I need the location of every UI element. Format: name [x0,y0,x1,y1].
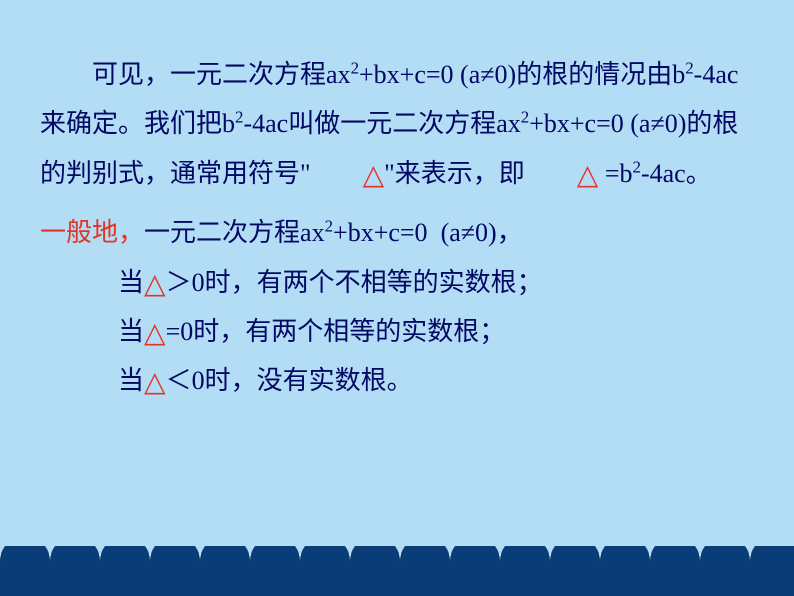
text: ＞0时，有两个不相等的实数根； [166,268,543,297]
text: 。 [686,159,712,188]
case-3: 当△＜0时，没有实数根。 [40,356,754,405]
lead-text: 一般地， [40,218,144,247]
triangle-icon: △ [144,271,166,299]
condition: (a≠0) [630,109,686,138]
text: 的根的情况由 [516,60,672,89]
triangle-icon: △ [525,162,599,190]
triangle-icon: △ [144,320,166,348]
case-2: 当△=0时，有两个相等的实数根； [40,307,754,356]
general-line: 一般地，一元二次方程ax2+bx+c=0 (a≠0)， [40,208,754,257]
text: 可见，一元二次方程 [92,60,326,89]
paragraph-2: 一般地，一元二次方程ax2+bx+c=0 (a≠0)， 当△＞0时，有两个不相等… [40,208,754,406]
equation: ax2+bx+c=0 [300,218,441,247]
equation: ax2+bx+c=0 [496,109,630,138]
text: =0时，有两个相等的实数根； [166,317,506,346]
triangle-icon: △ [144,369,166,397]
equation: ax2+bx+c=0 [326,60,460,89]
text: "来表示，即 [384,159,525,188]
text: 来确定。我们把 [40,109,222,138]
condition: (a≠0) [441,218,497,247]
text: 一元二次方程 [144,218,300,247]
discriminant: b2-4ac [672,60,738,89]
paragraph-1: 可见，一元二次方程ax2+bx+c=0 (a≠0)的根的情况由b2-4ac来确定… [40,50,754,198]
text: 叫做一元二次方程 [288,109,496,138]
delta-def: =b2-4ac [605,159,686,188]
text: 当 [118,317,144,346]
discriminant: b2-4ac [222,109,288,138]
wave-decoration [0,536,794,596]
case-1: 当△＞0时，有两个不相等的实数根； [40,258,754,307]
condition: (a≠0) [460,60,516,89]
slide-content: 可见，一元二次方程ax2+bx+c=0 (a≠0)的根的情况由b2-4ac来确定… [0,0,794,406]
triangle-icon: △ [311,162,385,190]
text: ＜0时，没有实数根。 [166,366,413,395]
space [598,159,605,188]
text: 当 [118,366,144,395]
text: ， [497,218,523,247]
text: 当 [118,268,144,297]
